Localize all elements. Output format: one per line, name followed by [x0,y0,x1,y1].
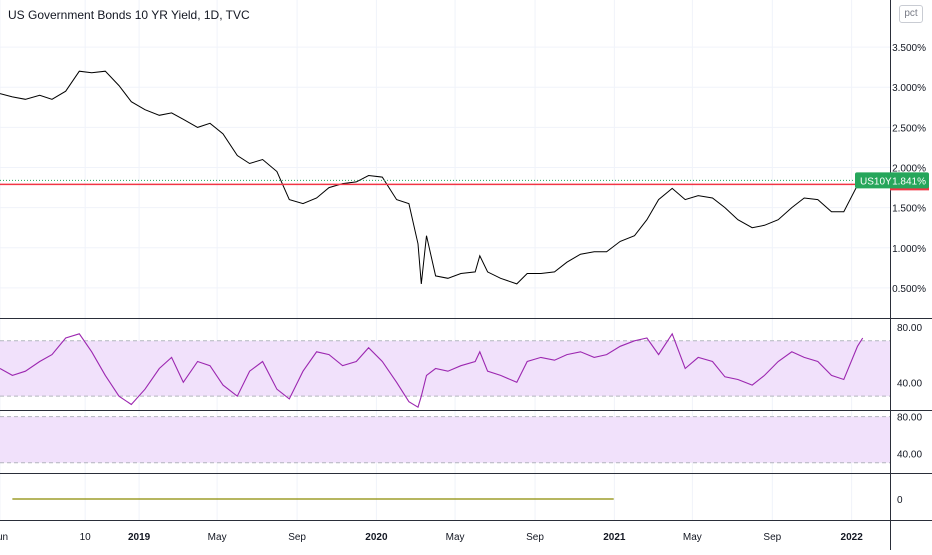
y-axis[interactable]: 3.500% 3.000% 2.500% 2.000% 1.500% 1.000% 0.50… [892,43,926,506]
x-tick-label: 2022 [841,532,864,543]
price-badge-box [855,172,929,189]
price-line [0,70,864,285]
unit-toggle-button[interactable]: pct [899,5,923,23]
x-axis[interactable]: Jun 10 2019 May Sep 2020 May Sep 2021 May Sep 2022 [0,532,863,543]
price-badge: US10Y 1.841% [855,172,929,191]
price-badge-symbol: US10Y [860,176,892,187]
y-tick-label: 3.000% [892,83,926,94]
indicator-2-y-tick-label: 40.00 [897,450,922,461]
x-tick-label: May [683,532,702,543]
x-tick-label: Sep [526,532,544,543]
price-badge-value: 1.841% [892,176,926,187]
x-tick-label: 10 [80,532,92,543]
rsi-pane[interactable] [0,332,890,409]
rsi-line [0,332,864,409]
x-tick-label: 2021 [603,532,626,543]
x-tick-label: 2020 [365,532,388,543]
rsi-band [0,340,890,397]
rsi-y-tick-label: 40.00 [897,378,922,389]
y-tick-label: 1.500% [892,204,926,215]
x-tick-label: 2019 [128,532,151,543]
y-tick-label: 3.500% [892,43,926,54]
price-pane[interactable] [0,70,890,285]
y-tick-label: 2.500% [892,123,926,134]
chart-title: US Government Bonds 10 YR Yield, 1D, TVC [8,8,250,22]
x-tick-label: Sep [763,532,781,543]
x-tick-label: May [208,532,227,543]
y-tick-label: 2.000% [892,164,926,175]
y-tick-label: 1.000% [892,244,926,255]
indicator-2-y-tick-label: 80.00 [897,413,922,424]
x-tick-label: Sep [288,532,306,543]
indicator-2-pane[interactable] [0,416,890,464]
grid-lines [0,0,890,520]
rsi-y-tick-label: 80.00 [897,323,922,334]
indicator-3-y-tick-label: 0 [897,495,903,506]
x-tick-label: Jun [0,532,8,543]
y-tick-label: 0.500% [892,284,926,295]
indicator-2-band [0,416,890,463]
x-tick-label: May [446,532,465,543]
